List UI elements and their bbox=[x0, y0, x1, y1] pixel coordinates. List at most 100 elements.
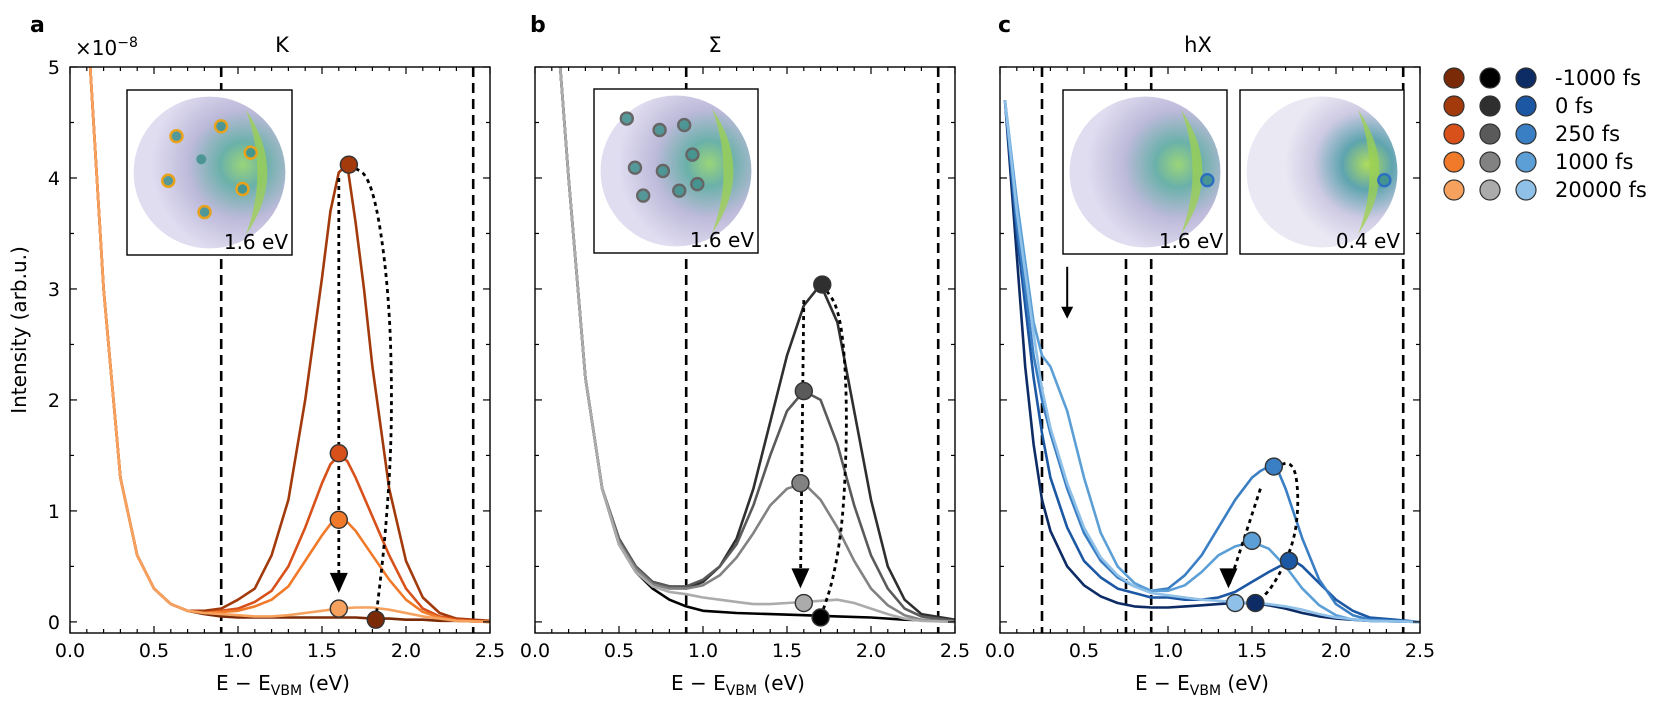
series-line bbox=[1003, 100, 1420, 624]
x-tick-label: 2.0 bbox=[391, 640, 421, 662]
peak-marker bbox=[1246, 593, 1265, 613]
valley-spot bbox=[674, 185, 685, 196]
x-axis-label-main: E − E bbox=[216, 671, 271, 695]
panel-a-title: K bbox=[275, 33, 290, 57]
peak-marker bbox=[329, 510, 348, 529]
panel-b-title: Σ bbox=[708, 33, 721, 57]
x-tick-label: 2.0 bbox=[1321, 640, 1351, 662]
inset-energy-label: 1.6 eV bbox=[1159, 229, 1223, 253]
legend-marker bbox=[1443, 95, 1465, 117]
x-tick-label: 2.0 bbox=[856, 640, 886, 662]
panel-b: b Σ E − EVBM (eV) bbox=[530, 13, 805, 699]
series-line bbox=[1003, 100, 1420, 624]
x-axis-label-unit: (eV) bbox=[302, 671, 350, 695]
valley-spot bbox=[687, 149, 698, 160]
inset-energy-label: 0.4 eV bbox=[1336, 229, 1400, 253]
y-tick-label: 5 bbox=[48, 57, 60, 79]
momentum-map-inset: 1.6 eV bbox=[1062, 89, 1228, 255]
x-tick-label: 2.5 bbox=[475, 640, 505, 662]
valley-spot bbox=[245, 147, 256, 158]
valley-ring bbox=[655, 163, 671, 179]
crescent-feature bbox=[245, 109, 268, 236]
peak-marker bbox=[1242, 531, 1262, 551]
legend: -1000 fs 0 fs 250 fs 1000 fs 20000 fs bbox=[1443, 66, 1647, 202]
arrow-head bbox=[329, 572, 348, 593]
momentum-disk bbox=[1246, 96, 1398, 248]
y-tick-label: 4 bbox=[48, 168, 60, 190]
crescent-feature bbox=[1181, 109, 1203, 235]
peak-marker bbox=[813, 275, 832, 294]
y-tick-label: 0 bbox=[48, 612, 60, 634]
inset-energy-label: 1.6 eV bbox=[690, 228, 754, 252]
legend-label: 1000 fs bbox=[1555, 150, 1633, 174]
legend-label: 250 fs bbox=[1555, 122, 1620, 146]
legend-marker bbox=[1515, 179, 1537, 201]
axes-frame bbox=[534, 66, 956, 634]
decay-arrow bbox=[799, 300, 806, 587]
legend-marker bbox=[1515, 123, 1537, 145]
peak-marker bbox=[329, 599, 348, 618]
valley-spot bbox=[196, 154, 207, 165]
peak-marker bbox=[794, 593, 813, 613]
momentum-map-inset: 1.6 eV bbox=[593, 88, 759, 254]
peak-marker bbox=[794, 381, 813, 401]
valley-ring bbox=[169, 128, 184, 144]
peak-marker bbox=[1279, 551, 1299, 571]
momentum-map-inset: 1.6 eV bbox=[126, 89, 293, 256]
y-multiplier-base: ×10 bbox=[75, 36, 117, 60]
x-tick-label: 1.5 bbox=[772, 640, 802, 662]
panel-c-title: hX bbox=[1184, 33, 1212, 57]
plot-c: 1.6 eV 0.4 eV 0.0 0.5 1.0 1.5 2.0 2.5 bbox=[985, 66, 1435, 662]
valley-ring bbox=[652, 122, 667, 138]
valley-spot bbox=[199, 207, 210, 218]
peak-marker bbox=[339, 155, 359, 174]
legend-marker bbox=[1479, 67, 1501, 89]
valley-ring bbox=[677, 117, 692, 133]
valley-spot bbox=[1379, 175, 1390, 186]
crescent-feature bbox=[1358, 109, 1380, 235]
peak-marker bbox=[366, 610, 385, 629]
x-tick-label: 1.5 bbox=[307, 640, 337, 662]
panel-a: a K ×10−8 Intensity (arb.u.) E − EVBM (e… bbox=[7, 13, 350, 699]
decay-loop bbox=[819, 283, 848, 618]
inset-energy-label: 1.6 eV bbox=[224, 230, 288, 254]
legend-label: 0 fs bbox=[1555, 94, 1593, 118]
x-tick-label: 2.5 bbox=[1405, 640, 1435, 662]
x-axis-label-sub: VBM bbox=[1190, 683, 1221, 699]
x-axis-label-main: E − E bbox=[1135, 671, 1190, 695]
y-tick-label: 3 bbox=[48, 279, 60, 301]
valley-spot bbox=[1202, 175, 1213, 186]
legend-marker bbox=[1515, 95, 1537, 117]
panel-c-letter: c bbox=[998, 13, 1011, 38]
valley-ring bbox=[161, 173, 176, 188]
valley-ring bbox=[243, 145, 258, 160]
x-tick-label: 0.0 bbox=[520, 640, 550, 662]
axes-frame bbox=[69, 66, 491, 634]
x-axis-label-main: E − E bbox=[671, 671, 726, 695]
x-tick-label: 0.0 bbox=[985, 640, 1015, 662]
plot-area bbox=[1003, 67, 1420, 633]
x-tick-label: 0.5 bbox=[1069, 640, 1099, 662]
axes-frame bbox=[999, 66, 1421, 634]
series-line bbox=[1003, 100, 1420, 624]
valley-ring bbox=[690, 176, 705, 192]
peak-marker bbox=[811, 608, 830, 627]
y-axis-label: Intensity (arb.u.) bbox=[7, 246, 31, 414]
valley-spot bbox=[654, 125, 665, 135]
valley-spot bbox=[163, 175, 174, 186]
x-axis-label-b: E − EVBM (eV) bbox=[671, 671, 805, 699]
valley-ring bbox=[213, 119, 229, 134]
panel-b-letter: b bbox=[530, 13, 546, 38]
legend-marker bbox=[1443, 123, 1465, 145]
x-tick-label: 0.5 bbox=[604, 640, 634, 662]
x-tick-label: 1.5 bbox=[1237, 640, 1267, 662]
valley-ring bbox=[1377, 172, 1392, 188]
valley-ring bbox=[627, 160, 643, 175]
momentum-disk bbox=[600, 95, 752, 247]
series-line bbox=[88, 67, 490, 624]
valley-spot bbox=[237, 184, 248, 194]
valley-spot bbox=[679, 120, 690, 131]
x-tick-label: 1.0 bbox=[223, 640, 253, 662]
x-tick-label: 0.5 bbox=[139, 640, 169, 662]
